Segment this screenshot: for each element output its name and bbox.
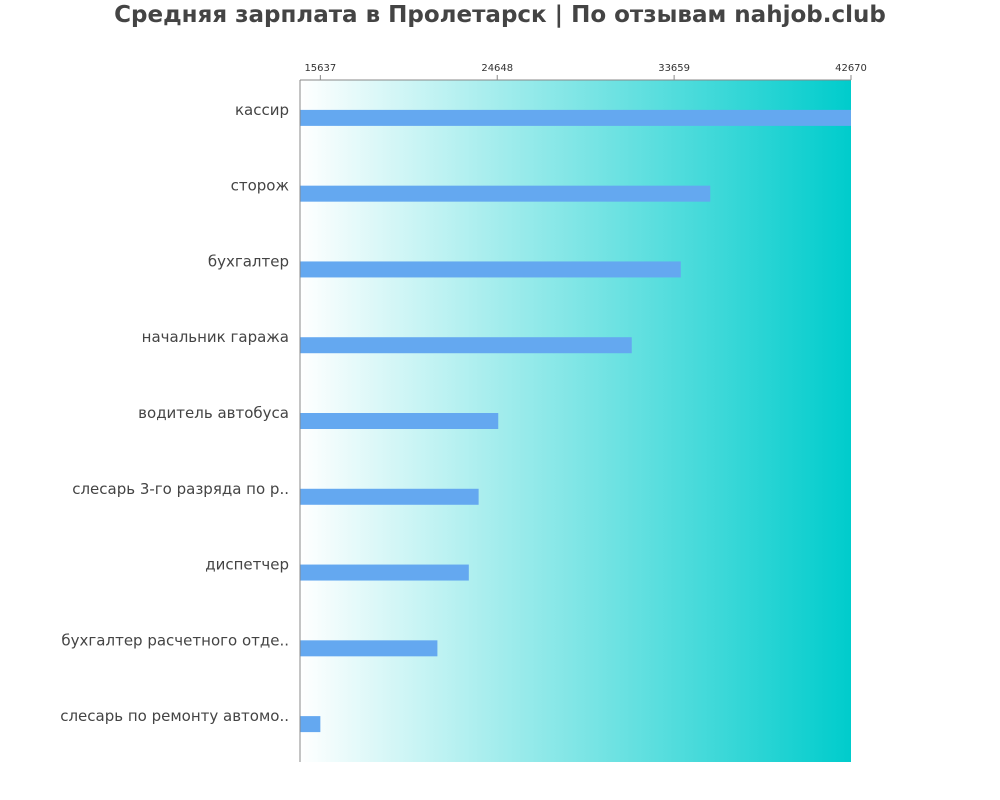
bar bbox=[300, 261, 681, 278]
category-label: слесарь по ремонту автомо.. bbox=[60, 707, 289, 725]
bar bbox=[300, 716, 321, 733]
x-tick-label: 24648 bbox=[481, 63, 513, 74]
bar bbox=[300, 413, 499, 429]
category-label: бухгалтер bbox=[208, 252, 289, 270]
bar bbox=[300, 185, 711, 202]
category-label: сторож bbox=[231, 177, 289, 195]
category-label: слесарь 3-го разряда по р.. bbox=[72, 480, 289, 498]
chart-title: Средняя зарплата в Пролетарск | По отзыв… bbox=[114, 2, 886, 28]
bar bbox=[300, 488, 479, 505]
bar bbox=[300, 337, 632, 354]
category-label: начальник гаража bbox=[142, 328, 289, 346]
category-labels: кассир сторож бухгалтер начальник гаража вод… bbox=[60, 101, 289, 725]
category-label: водитель автобуса bbox=[138, 404, 289, 422]
bars bbox=[300, 109, 851, 733]
x-tick-label: 33659 bbox=[658, 63, 690, 74]
x-tick-label: 42670 bbox=[835, 63, 867, 74]
category-label: кассир bbox=[235, 101, 289, 119]
category-label: диспетчер bbox=[205, 556, 289, 574]
category-label: бухгалтер расчетного отде.. bbox=[61, 631, 289, 649]
bar bbox=[300, 564, 469, 581]
bar bbox=[300, 640, 438, 657]
x-tick-label: 15637 bbox=[304, 63, 336, 74]
bar bbox=[300, 109, 851, 126]
x-axis-ticks: 15637 24648 33659 42670 bbox=[304, 63, 867, 80]
